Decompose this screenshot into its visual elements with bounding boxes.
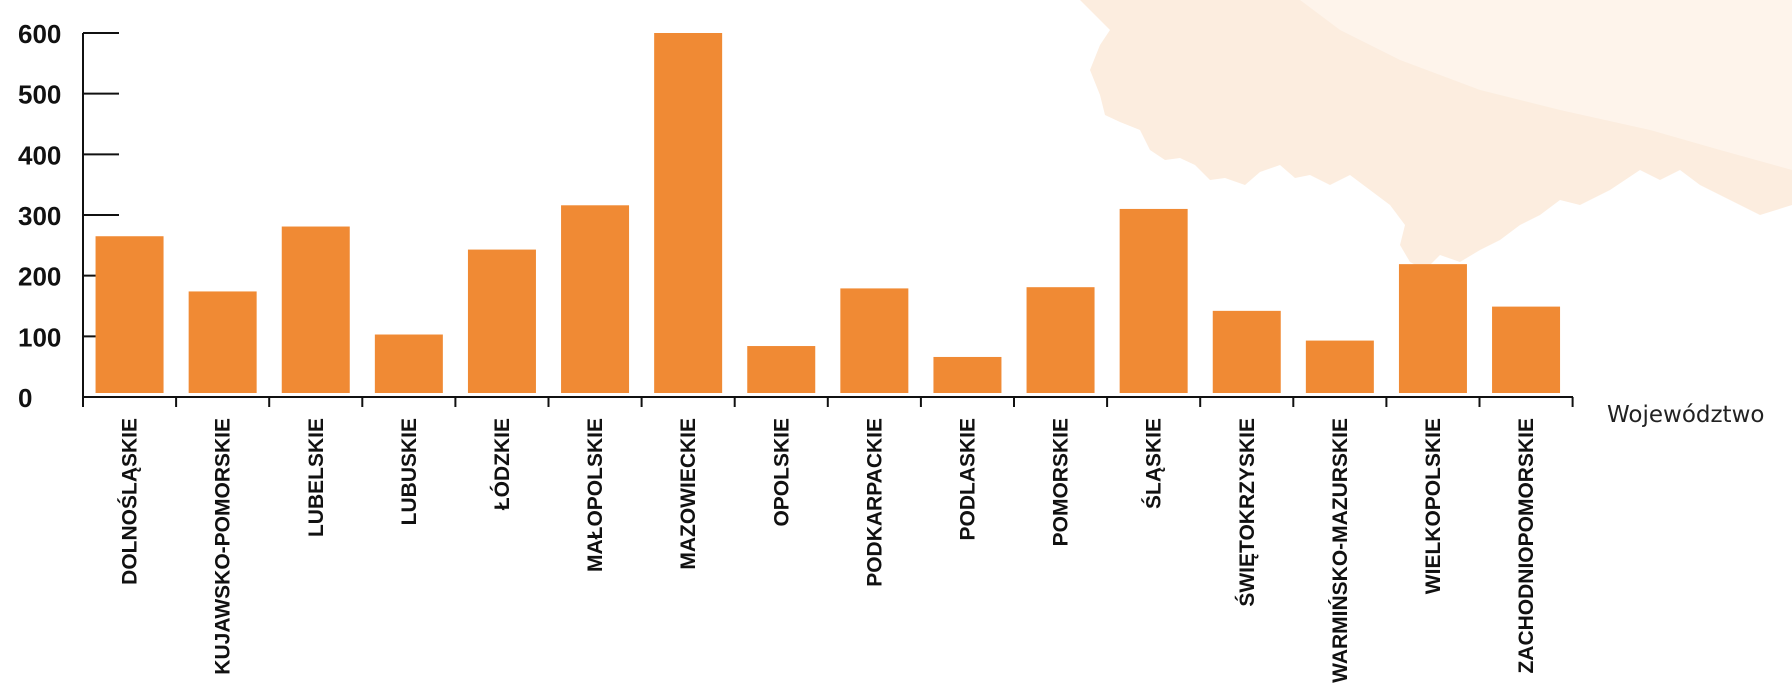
x-category-label: ŚLĄSKIE	[1142, 418, 1166, 509]
bar-4	[467, 249, 536, 393]
x-category-label: MAZOWIECKIE	[677, 418, 700, 570]
x-category-label: ŚWIĘTOKRZYSKIE	[1235, 418, 1259, 607]
x-category-label: KUJAWSKO-POMORSKIE	[212, 418, 235, 675]
bar-14	[1398, 264, 1467, 393]
y-tick-label: 0	[18, 383, 32, 413]
bar-7	[747, 346, 816, 393]
x-category-label: OPOLSKIE	[770, 418, 793, 527]
bar-1	[188, 291, 257, 393]
bar-12	[1212, 310, 1281, 393]
bar-0	[95, 236, 164, 393]
x-category-label: LUBELSKIE	[305, 418, 328, 537]
x-category-label: WARMIŃSKO-MAZURSKIE	[1329, 418, 1352, 683]
bar-15	[1492, 306, 1561, 393]
bars-group	[95, 33, 1561, 393]
x-category-label: DOLNOŚLĄSKIE	[118, 418, 142, 585]
y-tick-label: 500	[18, 80, 61, 110]
x-category-label: MAŁOPOLSKIE	[584, 418, 607, 572]
y-tick-label: 200	[18, 262, 61, 292]
x-category-label: ŁÓDZKIE	[490, 418, 514, 510]
bar-9	[933, 356, 1002, 393]
bar-6	[654, 33, 723, 393]
bar-10	[1026, 287, 1095, 393]
x-axis-title: Województwo	[1607, 402, 1764, 428]
bar-13	[1305, 340, 1374, 393]
bar-3	[374, 334, 443, 393]
bar-11	[1119, 208, 1188, 393]
x-category-label: LUBUSKIE	[398, 418, 421, 525]
y-tick-label: 400	[18, 140, 61, 170]
bar-8	[840, 288, 909, 393]
x-category-label: ZACHODNIOPOMORSKIE	[1515, 418, 1538, 674]
bar-5	[561, 205, 630, 393]
category-labels: DOLNOŚLĄSKIE KUJAWSKO-POMORSKIE LUBELSKIE L…	[118, 418, 1539, 683]
x-category-label: WIELKOPOLSKIE	[1422, 418, 1445, 594]
background-map-highlight	[1300, 0, 1792, 170]
y-axis: 0 100 200 300 400 500 600	[18, 19, 119, 413]
x-category-label: PODKARPACKIE	[863, 418, 886, 587]
x-category-label: POMORSKIE	[1050, 418, 1073, 546]
y-tick-label: 600	[18, 19, 61, 49]
bar-2	[281, 226, 350, 393]
y-tick-label: 100	[18, 322, 61, 352]
y-tick-label: 300	[18, 201, 61, 231]
x-axis	[82, 396, 1574, 407]
x-category-label: PODLASKIE	[956, 418, 979, 541]
